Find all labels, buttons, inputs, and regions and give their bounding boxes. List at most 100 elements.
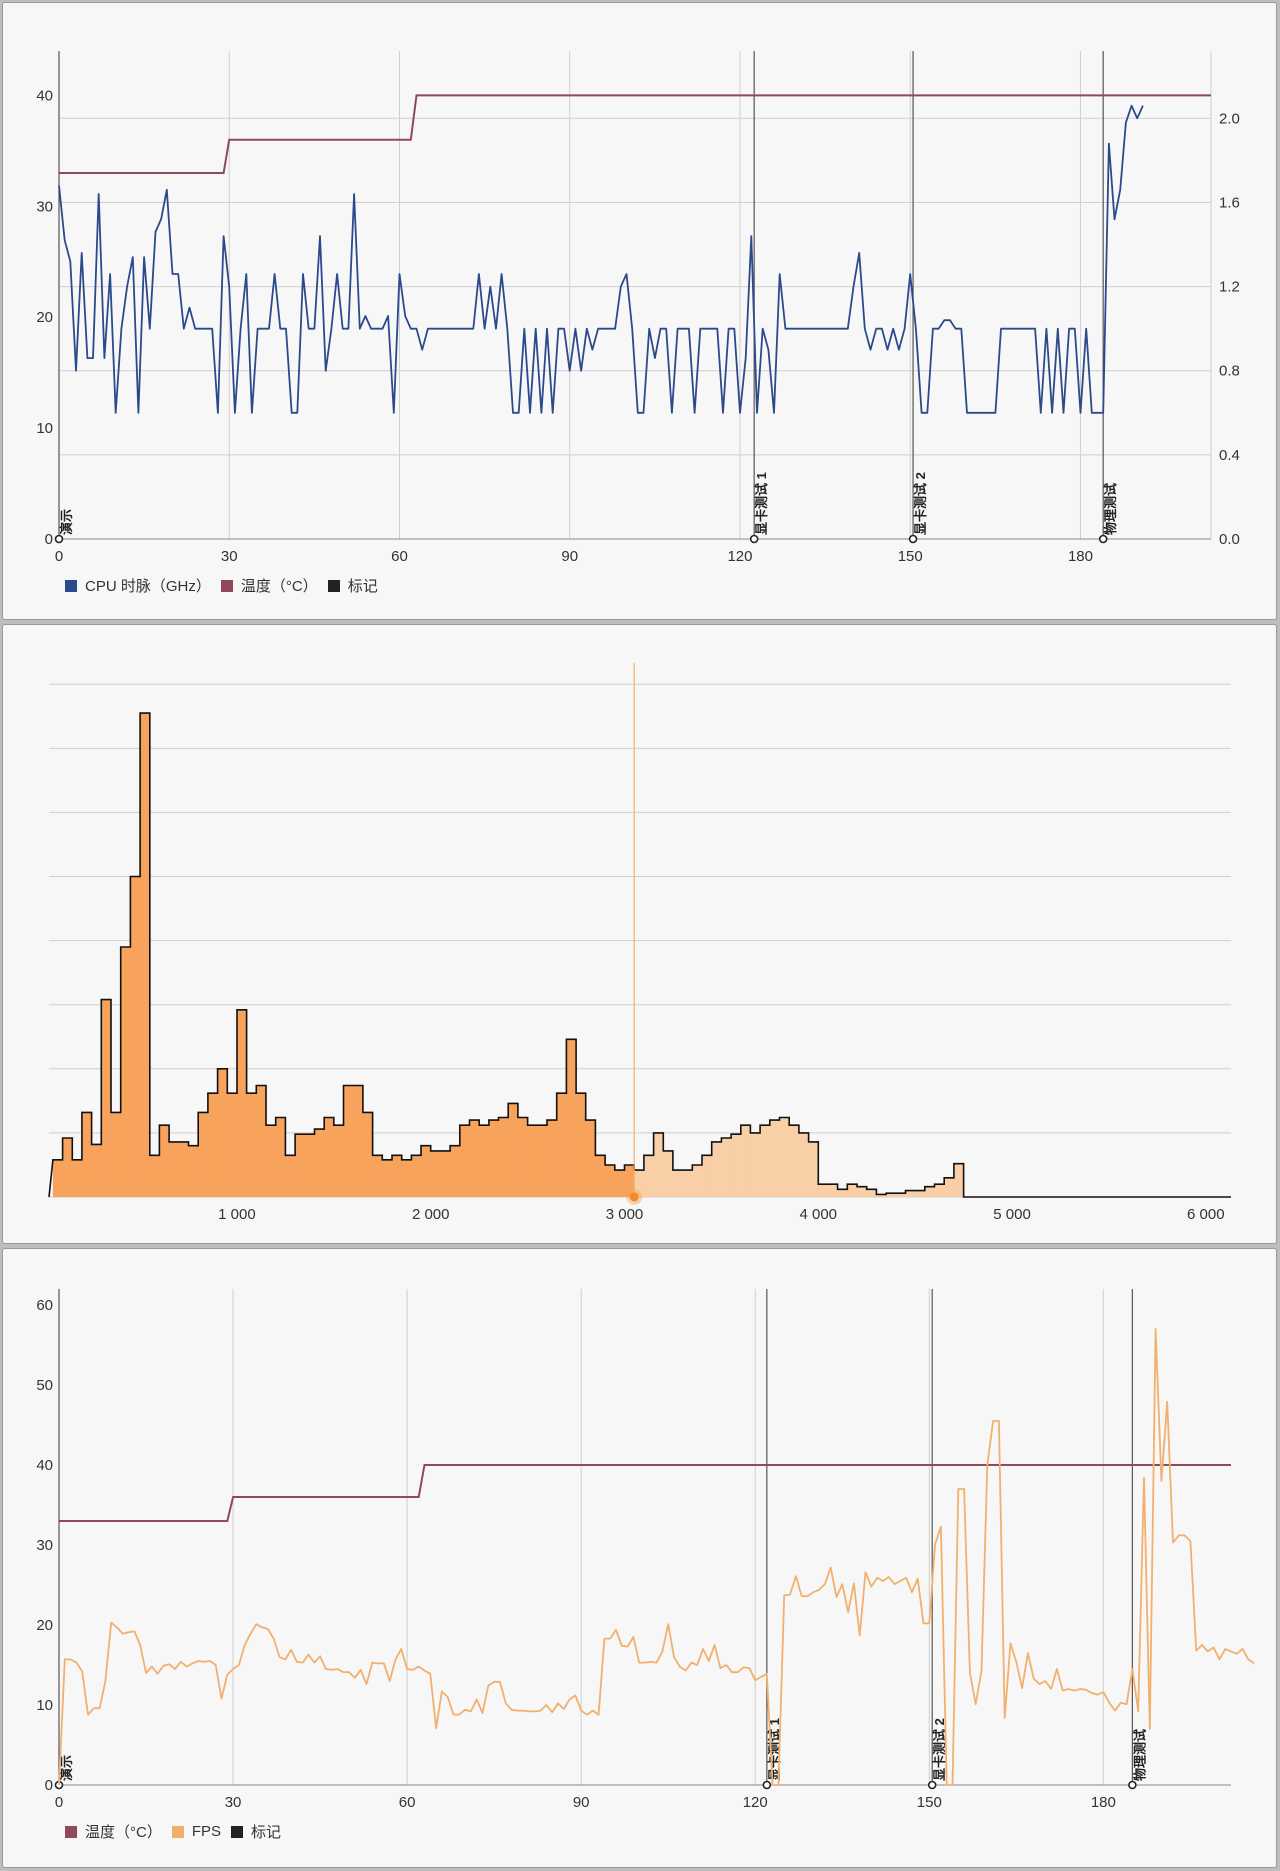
x-tick-label: 150 <box>898 548 923 565</box>
histogram-bin <box>362 1112 374 1197</box>
legend-label-fps: FPS <box>191 1823 222 1840</box>
histogram-bin <box>169 1141 180 1197</box>
marker-label: 显卡测试 2 <box>932 1718 947 1781</box>
histogram-bin <box>508 1103 519 1197</box>
histogram-bin <box>52 1159 64 1197</box>
x-tick-label: 6 000 <box>1187 1206 1225 1223</box>
histogram-bin <box>450 1145 461 1197</box>
y-right-tick-label: 0.4 <box>1219 447 1240 464</box>
x-tick-label: 180 <box>1091 1794 1116 1811</box>
histogram-bin <box>760 1125 771 1197</box>
histogram-bin <box>595 1155 606 1197</box>
histogram-bin <box>779 1117 790 1197</box>
y-tick-label: 40 <box>36 1457 53 1474</box>
marker-label: 演示 <box>59 1755 74 1781</box>
legend-swatch-temperature <box>220 579 233 592</box>
x-tick-label: 90 <box>561 548 578 565</box>
histogram-bin <box>382 1159 393 1197</box>
legend-swatch-marker <box>231 1825 244 1838</box>
y-right-tick-label: 1.6 <box>1219 194 1240 211</box>
histogram-bin <box>924 1186 936 1197</box>
histogram-bin <box>692 1164 703 1197</box>
y-tick-label: 0 <box>45 1777 53 1794</box>
histogram-bin <box>227 1093 238 1197</box>
x-tick-label: 180 <box>1068 548 1093 565</box>
histogram-bin <box>721 1138 732 1197</box>
legend-item-temperature[interactable]: 温度（°C） <box>65 1821 162 1842</box>
cpu-clock-chart: 0 10 20 30 40 0.0 0.4 0.8 1.2 1.6 2.0 0 30 60 90 120 150… <box>36 51 1240 565</box>
y-tick-label: 50 <box>36 1377 53 1394</box>
histogram-bin <box>372 1155 383 1197</box>
histogram-bin <box>111 1112 122 1197</box>
y-right-tick-label: 0.0 <box>1219 531 1240 548</box>
legend-item-marker[interactable]: 标记 <box>231 1821 281 1842</box>
histogram-bin <box>353 1085 364 1197</box>
legend-item-marker[interactable]: 标记 <box>327 575 378 596</box>
y-left-tick-label: 20 <box>36 309 53 326</box>
marker-dot <box>908 534 918 544</box>
legend-item-fps[interactable]: FPS <box>171 1823 222 1840</box>
histogram-bin <box>91 1144 102 1197</box>
histogram-bin <box>140 713 151 1197</box>
cpu-clock-chart-panel: 0 10 20 30 40 0.0 0.4 0.8 1.2 1.6 2.0 0 30 60 90 120 150… <box>2 2 1277 620</box>
marker-dot <box>762 1780 772 1790</box>
marker-dot <box>1098 534 1108 544</box>
histogram-bin <box>944 1177 955 1197</box>
legend-label-temperature: 温度（°C） <box>85 1824 162 1841</box>
histogram-bin <box>634 1170 645 1197</box>
histogram-bin <box>576 1093 587 1197</box>
legend-swatch-temperature <box>65 1825 77 1838</box>
histogram-bin <box>188 1145 199 1197</box>
x-tick-label: 30 <box>221 548 238 565</box>
histogram-bin <box>469 1120 480 1197</box>
histogram-bin <box>643 1155 655 1197</box>
histogram-bin <box>159 1125 170 1197</box>
x-tick-label: 2 000 <box>412 1206 450 1223</box>
histogram-outline <box>48 712 1231 1198</box>
histogram-bin <box>798 1132 810 1197</box>
histogram-bin <box>178 1141 190 1197</box>
marker-label: 物理测试 <box>1103 483 1118 535</box>
legend-label-cpu: CPU 时脉（GHz） <box>85 578 211 595</box>
y-tick-label: 30 <box>36 1537 53 1554</box>
histogram-bin <box>818 1184 829 1197</box>
marker-dot <box>1128 1780 1137 1790</box>
x-tick-label: 0 <box>55 1794 63 1811</box>
marker-label: 物理测试 <box>1132 1729 1147 1781</box>
histogram-bin <box>546 1120 558 1197</box>
y-right-tick-label: 0.8 <box>1219 363 1240 380</box>
legend-label-temperature: 温度（°C） <box>240 578 318 595</box>
x-tick-label: 0 <box>55 548 63 565</box>
x-tick-label: 150 <box>917 1794 942 1811</box>
frame-time-histogram-panel: 1 000 2 000 3 000 4 000 5 000 6 000 <box>2 624 1277 1244</box>
histogram-bin <box>130 876 141 1197</box>
legend-label-marker: 标记 <box>251 1824 282 1841</box>
legend-item-cpu-clock[interactable]: CPU 时脉（GHz） <box>65 575 211 596</box>
histogram-bin <box>333 1125 345 1197</box>
histogram-bin <box>285 1155 296 1197</box>
fps-chart-legend: 温度（°C） FPS 标记 <box>65 1821 291 1842</box>
histogram-bin <box>750 1132 761 1197</box>
histogram-bin <box>72 1159 83 1197</box>
histogram-bin <box>304 1134 315 1197</box>
histogram-bin <box>246 1093 257 1197</box>
histogram-bin <box>711 1141 722 1197</box>
histogram-bin <box>217 1068 228 1197</box>
y-left-tick-label: 10 <box>36 420 53 437</box>
legend-swatch-marker <box>327 579 340 592</box>
histogram-bin <box>682 1170 693 1197</box>
y-tick-label: 20 <box>36 1617 53 1634</box>
x-tick-label: 4 000 <box>799 1206 837 1223</box>
histogram-bin <box>866 1189 877 1197</box>
histogram-bin <box>440 1150 451 1197</box>
x-tick-label: 120 <box>743 1794 768 1811</box>
cpu-chart-legend: CPU 时脉（GHz） 温度（°C） 标记 <box>65 575 388 596</box>
histogram-bin <box>905 1190 916 1197</box>
histogram-bin <box>295 1134 306 1197</box>
histogram-bin <box>391 1155 403 1197</box>
histogram-bin <box>527 1125 538 1197</box>
histogram-bin <box>207 1093 219 1197</box>
temperature-line <box>59 1464 1231 1522</box>
histogram-bin <box>672 1170 684 1197</box>
legend-item-temperature[interactable]: 温度（°C） <box>220 575 318 596</box>
